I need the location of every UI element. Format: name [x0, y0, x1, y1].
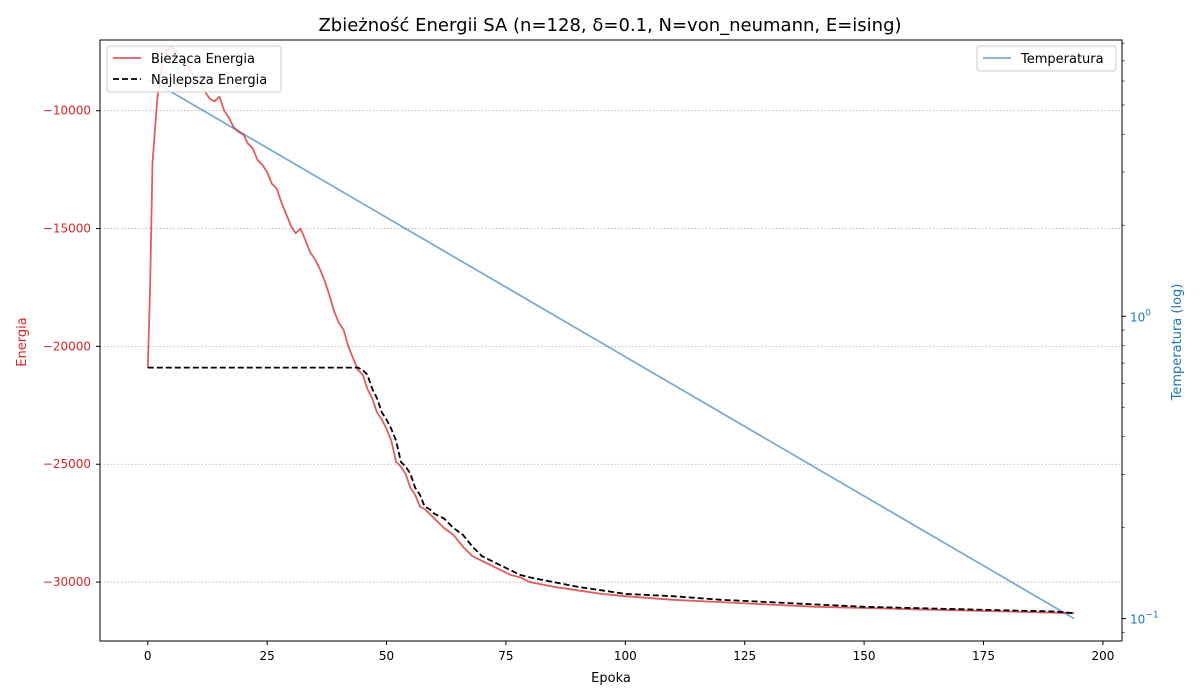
legend-right-box: [976, 45, 1117, 72]
y-tick-label: −20000: [43, 339, 91, 353]
x-tick-label: 0: [144, 649, 152, 663]
x-tick-label: 150: [853, 649, 876, 663]
y-tick-label: −25000: [43, 457, 91, 471]
x-tick-label: 50: [379, 649, 394, 663]
y2-tick-label: 100: [1130, 308, 1151, 324]
y-gridlines: [100, 110, 1122, 583]
y-tick-label: −10000: [43, 104, 91, 118]
y-tick-label: −30000: [43, 575, 91, 589]
x-tick-label: 25: [260, 649, 275, 663]
x-tick-label: 125: [733, 649, 756, 663]
x-axis-label: Epoka: [591, 671, 631, 686]
y-axis-left: −10000 −15000 −20000 −25000 −30000: [43, 104, 100, 589]
x-tick-label: 75: [498, 649, 513, 663]
x-tick-label: 175: [972, 649, 995, 663]
x-tick-label: 200: [1091, 649, 1114, 663]
legend-left-box: [106, 45, 282, 93]
legend-right: Temperatura: [976, 45, 1117, 72]
plot-frame: [99, 39, 1123, 642]
y-tick-label: −15000: [43, 222, 91, 236]
legend-best-label: Najlepsza Energia: [151, 73, 267, 88]
y2-axis-label: Temperatura (log): [1170, 284, 1185, 402]
y2-tick-label: 10−1: [1130, 611, 1159, 627]
legend-current-label: Bieżąca Energia: [151, 52, 255, 67]
chart-title: Zbieżność Energii SA (n=128, δ=0.1, N=vo…: [318, 15, 901, 36]
legend-left: Bieżąca Energia Najlepsza Energia: [106, 45, 282, 93]
legend-temperature-label: Temperatura: [1020, 52, 1104, 67]
x-axis: 0 25 50 75 100 125 150 175 200: [144, 641, 1114, 663]
x-tick-label: 100: [614, 649, 637, 663]
y-axis-right: 100 10−1: [1122, 42, 1159, 633]
y-axis-label: Energia: [15, 317, 30, 366]
best-energy-line: [147, 366, 1075, 615]
current-energy-line: [146, 46, 1075, 615]
